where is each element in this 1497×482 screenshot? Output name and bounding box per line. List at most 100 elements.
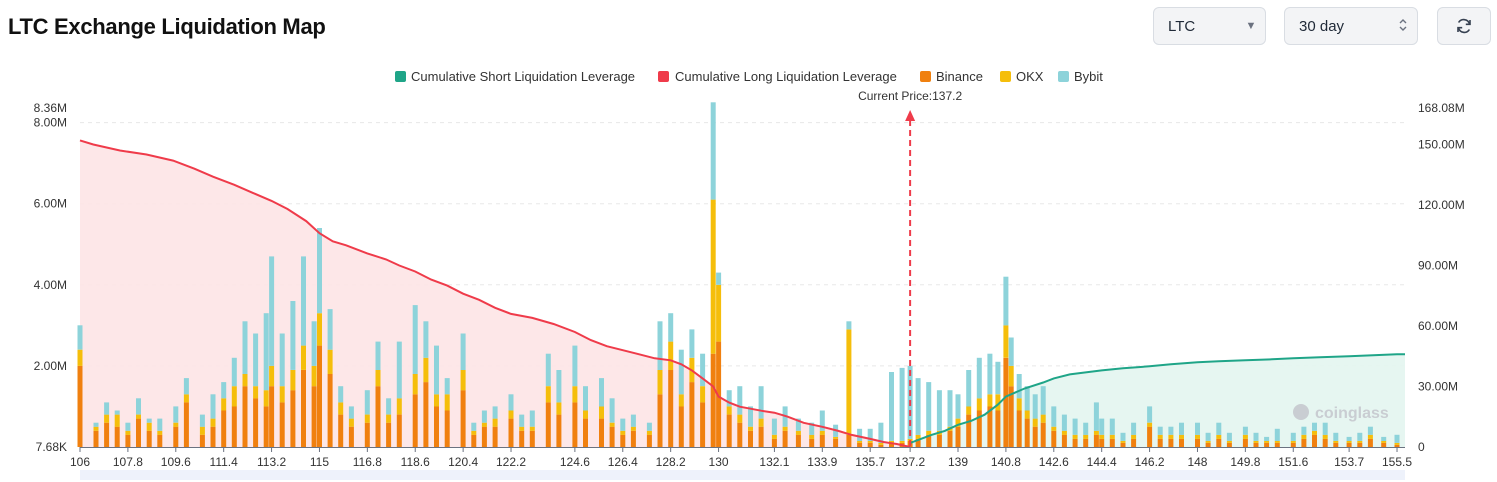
bar-binance [795, 434, 801, 447]
bar-binance [737, 422, 743, 447]
y-right-tick-label: 60.00M [1418, 319, 1458, 333]
bar-binance [1274, 442, 1280, 447]
bar-okx [338, 402, 344, 415]
bar-bybit [1312, 422, 1317, 431]
y-left-tick-label: 6.00M [34, 197, 67, 211]
bar-okx [846, 329, 852, 435]
bar-bybit [460, 333, 466, 370]
bar-bybit [620, 418, 626, 431]
coin-select[interactable]: LTC ▼ [1153, 7, 1266, 45]
bar-bybit [471, 422, 477, 431]
refresh-button[interactable] [1437, 7, 1491, 45]
bar-bybit [556, 370, 562, 403]
bar-bybit [1093, 402, 1099, 431]
x-tick-label: 130 [709, 455, 729, 469]
bar-binance [1253, 442, 1259, 447]
bar-binance [263, 406, 269, 447]
bar-binance [210, 426, 216, 447]
x-tick-label: 153.7 [1334, 455, 1364, 469]
bar-binance [936, 434, 942, 447]
bar-binance [1195, 438, 1200, 447]
bar-binance [915, 438, 921, 447]
bar-bybit [146, 418, 152, 423]
bar-binance [1099, 438, 1105, 447]
bar-bybit [995, 361, 1001, 395]
legend-label-binance: Binance [936, 69, 983, 84]
bar-bybit [572, 345, 578, 387]
up-down-chevron-icon [1389, 17, 1417, 36]
bar-okx [386, 414, 392, 423]
bar-binance [444, 410, 450, 447]
y-left-tick-label: 7.68K [36, 440, 67, 454]
bar-bybit [955, 394, 961, 419]
bar-binance [269, 386, 275, 447]
bar-bybit [678, 349, 684, 395]
bar-bybit [1131, 422, 1137, 435]
cumulative-short-line [909, 353, 1405, 444]
bar-okx [1099, 434, 1105, 439]
bar-bybit [1051, 406, 1057, 427]
bar-okx [508, 410, 514, 419]
bar-okx [657, 370, 663, 395]
bar-bybit [716, 272, 722, 285]
bar-binance [833, 438, 839, 447]
bar-bybit [77, 325, 83, 350]
bar-okx [1051, 426, 1057, 431]
bar-okx [609, 422, 615, 427]
x-tick-label: 155.5 [1382, 455, 1412, 469]
bar-binance [1093, 434, 1099, 447]
period-select[interactable]: 30 day [1284, 7, 1418, 45]
bar-bybit [492, 406, 498, 419]
current-price-label: Current Price:137.2 [858, 89, 962, 103]
y-right-tick-label: 90.00M [1418, 258, 1458, 272]
bar-okx [1120, 440, 1126, 443]
watermark-icon [1293, 404, 1309, 420]
x-tick-label: 128.2 [656, 455, 686, 469]
bar-binance [1264, 442, 1270, 447]
x-tick-label: 124.6 [560, 455, 590, 469]
bar-okx [173, 422, 179, 427]
bar-bybit [242, 321, 248, 374]
bar-okx [231, 386, 237, 407]
bar-bybit [444, 378, 450, 395]
bar-bybit [710, 102, 716, 200]
bar-okx [1216, 434, 1222, 439]
bar-bybit [1099, 418, 1105, 435]
bar-okx [833, 436, 839, 439]
page-title: LTC Exchange Liquidation Map [8, 14, 326, 39]
bar-binance [327, 374, 333, 447]
current-price-arrow-icon [905, 110, 916, 121]
bar-bybit [423, 321, 429, 358]
bar-bybit [199, 414, 205, 427]
bar-bybit [1072, 418, 1078, 435]
bar-binance [1016, 410, 1022, 447]
bar-bybit [809, 422, 815, 435]
bar-binance [1003, 357, 1009, 447]
bar-binance [253, 398, 259, 447]
bar-binance [689, 382, 695, 447]
bar-binance [386, 422, 392, 447]
bar-binance [646, 434, 652, 447]
bar-okx [572, 386, 578, 403]
bar-okx [114, 414, 120, 427]
y-right-tick-label: 30.00M [1418, 379, 1458, 393]
bar-okx [716, 284, 722, 342]
bar-okx [77, 349, 83, 366]
bar-okx [545, 386, 551, 403]
bar-okx [899, 440, 905, 443]
bar-bybit [976, 357, 982, 399]
bar-okx [519, 426, 525, 431]
zoom-slider[interactable] [80, 470, 1405, 480]
bar-bybit [1179, 422, 1184, 435]
bar-binance [492, 426, 498, 447]
bar-okx [867, 440, 873, 443]
bar-binance [710, 353, 716, 447]
bar-okx [748, 426, 753, 431]
legend[interactable]: Cumulative Short Liquidation Leverage Cu… [395, 69, 1103, 84]
bar-okx [183, 394, 189, 403]
bar-binance [1061, 434, 1067, 447]
bar-binance [146, 430, 152, 447]
bar-okx [987, 394, 993, 407]
bar-okx [444, 394, 450, 411]
